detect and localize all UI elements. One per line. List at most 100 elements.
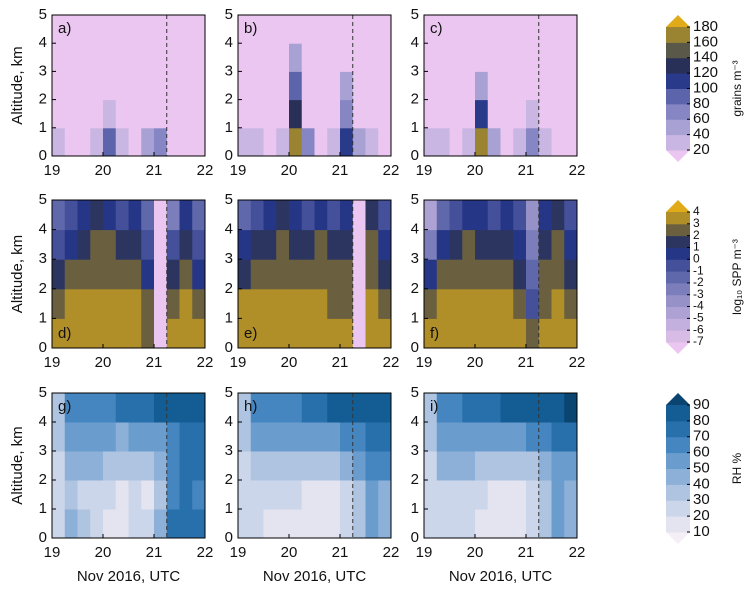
heat-cell [179, 259, 193, 290]
heat-cell [564, 43, 578, 72]
heat-cell [487, 509, 501, 539]
heat-cell [500, 259, 514, 290]
heat-cell [551, 99, 565, 129]
heat-cell [115, 71, 129, 101]
heat-cell [436, 509, 450, 539]
axes-frame [423, 392, 578, 539]
heat-cell [436, 480, 450, 510]
heat-cell [526, 259, 540, 290]
colorbar-segment [666, 247, 690, 260]
heat-cell [90, 229, 104, 260]
y-tick-label: 0 [225, 529, 233, 546]
heat-cell [327, 318, 341, 349]
heat-cell [52, 127, 66, 157]
heat-cell [378, 288, 392, 319]
heat-cell [192, 509, 206, 539]
x-tick-label: 19 [416, 354, 433, 371]
heat-cell [513, 200, 527, 231]
heat-cell [289, 71, 303, 101]
heat-cell [90, 43, 104, 72]
heat-cell [301, 200, 315, 231]
heat-cell [500, 43, 514, 72]
colorbar-segment [666, 27, 690, 43]
heat-cell [538, 509, 552, 539]
heat-cell [424, 318, 438, 349]
heat-cell [513, 480, 527, 510]
heat-cell [238, 288, 252, 319]
heat-cell [90, 200, 104, 231]
y-tick-label: 0 [39, 147, 47, 164]
heat-cell [166, 200, 180, 231]
y-tick-label: 0 [225, 147, 233, 164]
colorbar-segment [666, 318, 690, 331]
colorbar-segment [666, 306, 690, 319]
heat-cell [52, 259, 66, 290]
heat-cell [289, 200, 303, 231]
colorbar-tick-label: 80 [693, 95, 710, 112]
colorbar-segment [666, 484, 690, 501]
heat-cell [192, 15, 206, 44]
heat-cell [462, 229, 476, 260]
heat-cell [301, 480, 315, 510]
heat-cell [179, 509, 193, 539]
heat-cell [538, 43, 552, 72]
axes-frame [423, 14, 578, 157]
heat-cell [192, 480, 206, 510]
heat-cell [77, 71, 91, 101]
heat-cell [564, 15, 578, 44]
heat-cell [475, 422, 489, 452]
y-tick-label: 3 [411, 250, 419, 267]
heat-cell [276, 99, 290, 129]
heat-cell [551, 127, 565, 157]
heat-cell [564, 288, 578, 319]
heat-cell [238, 318, 252, 349]
heat-cell [462, 480, 476, 510]
heat-cell [115, 259, 129, 290]
heat-cell [475, 509, 489, 539]
colorbar-tick-label: 100 [693, 79, 718, 96]
heat-cell [115, 480, 129, 510]
heat-cell [462, 259, 476, 290]
y-tick-label: 5 [225, 384, 233, 401]
heat-cell [352, 393, 366, 423]
heat-cell [128, 480, 142, 510]
heat-cell [128, 127, 142, 157]
heat-cell [154, 259, 168, 290]
heat-cell [352, 259, 366, 290]
colorbar-segment [666, 73, 690, 89]
heat-cell [538, 229, 552, 260]
y-tick-label: 5 [39, 384, 47, 401]
heat-cell [154, 229, 168, 260]
colorbar-segment [666, 294, 690, 308]
heat-cell [276, 422, 290, 452]
y-tick-label: 2 [39, 280, 47, 297]
heat-cell [77, 127, 91, 157]
heat-cell [475, 15, 489, 44]
heat-cell [551, 509, 565, 539]
heat-cell [289, 318, 303, 349]
heat-cell [179, 15, 193, 44]
panel [424, 200, 578, 349]
heat-cell [538, 318, 552, 349]
y-tick-label: 2 [39, 91, 47, 108]
x-tick-label: 21 [518, 544, 535, 561]
heat-cell [449, 15, 463, 44]
heat-cell [289, 480, 303, 510]
panel-label: h) [244, 398, 257, 415]
heat-cell [340, 480, 354, 510]
heat-cell [179, 99, 193, 129]
heat-cell [475, 451, 489, 481]
heat-cell [365, 99, 379, 129]
heat-cell [487, 127, 501, 157]
heat-cell [301, 422, 315, 452]
x-tick-label: 19 [230, 544, 247, 561]
heat-cell [52, 318, 66, 349]
x-tick-label: 20 [95, 544, 112, 561]
colorbar-tick-label: -6 [693, 322, 704, 336]
heat-cell [192, 422, 206, 452]
x-tick-label: 21 [146, 354, 163, 371]
heat-cell [378, 43, 392, 72]
heat-cell [340, 509, 354, 539]
heat-cell [276, 259, 290, 290]
heat-cell [141, 200, 155, 231]
